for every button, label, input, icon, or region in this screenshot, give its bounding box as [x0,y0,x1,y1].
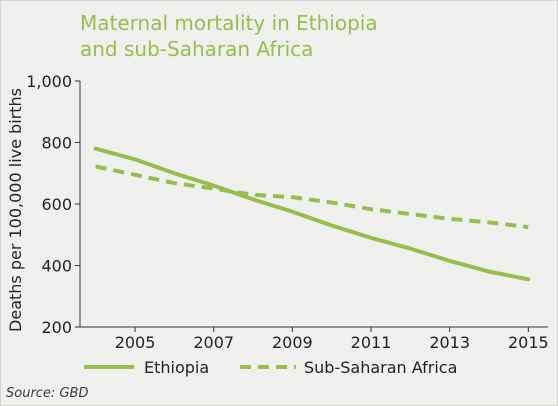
x-tick-label: 2009 [272,333,313,352]
y-tick-label: 800 [41,134,72,153]
x-tick-label: 2007 [193,333,234,352]
chart-legend: Ethiopia Sub-Saharan Africa [84,358,457,377]
y-axis-label: Deaths per 100,000 live births [6,88,25,332]
chart-series [93,146,531,282]
y-tick-label: 600 [41,195,72,214]
legend-label-ethiopia: Ethiopia [144,358,209,377]
chart-title-line-2: and sub-Saharan Africa [80,37,314,61]
x-tick-label: 2011 [351,333,392,352]
chart-title: Maternal mortality in Ethiopia and sub-S… [80,10,378,62]
legend-label-sub-saharan-africa: Sub-Saharan Africa [304,358,457,377]
y-tick-label: 400 [41,257,72,276]
chart-title-line-1: Maternal mortality in Ethiopia [80,11,378,35]
y-tick-label: 200 [41,318,72,337]
x-tick-label: 2013 [429,333,470,352]
series-line-ethiopia [93,146,531,282]
x-tick-label: 2005 [115,333,156,352]
series-line-sub-saharan-africa [95,164,529,230]
x-tick-label: 2015 [508,333,549,352]
y-tick-label: 1,000 [26,72,72,91]
source-note: Source: GBD [6,386,89,401]
